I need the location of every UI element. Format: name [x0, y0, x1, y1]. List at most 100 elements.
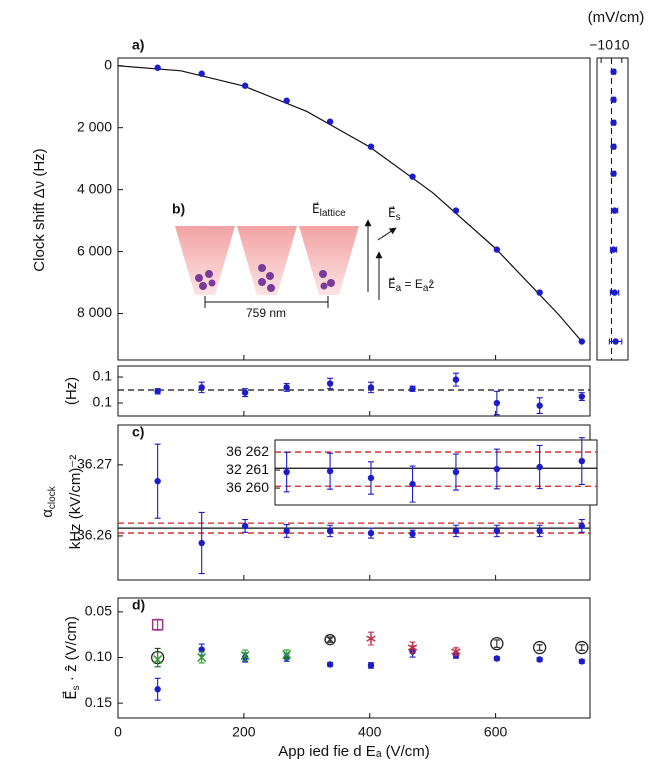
- subscript: s: [71, 685, 82, 690]
- point: [452, 527, 460, 535]
- subscript: a: [396, 283, 402, 294]
- x-tick-label: 400: [358, 724, 382, 740]
- point: [452, 376, 460, 383]
- panel-frame: [117, 57, 591, 361]
- panel-frame: [117, 365, 591, 417]
- point: [452, 207, 460, 214]
- point: [610, 96, 617, 103]
- point: [283, 527, 290, 535]
- point: [198, 646, 205, 653]
- y-axis-label: αclock: [39, 485, 58, 517]
- x-tick-label: −10: [589, 37, 613, 53]
- y-tick-label: 4 000: [77, 180, 112, 196]
- point: [610, 246, 617, 253]
- point: [493, 527, 501, 535]
- x-tick-label: 0: [114, 724, 122, 740]
- y-tick-label: 0.1: [93, 368, 113, 384]
- point: [154, 477, 161, 485]
- point: [536, 463, 543, 471]
- text: = E: [401, 277, 423, 291]
- point: [154, 686, 161, 693]
- point: [536, 289, 543, 296]
- point: [409, 385, 416, 392]
- point: [151, 618, 164, 631]
- point: [409, 480, 416, 488]
- point: [409, 530, 416, 537]
- error-bar: [493, 639, 500, 648]
- y-tick-label: 0.10: [85, 648, 112, 664]
- point: [283, 97, 290, 104]
- point: [575, 640, 589, 655]
- point: [326, 527, 334, 535]
- y-tick-label: 36 260: [226, 479, 269, 495]
- point: [326, 118, 334, 125]
- fit-curve: [117, 65, 585, 345]
- y-tick-label: 2 000: [77, 118, 112, 134]
- field-label: E⃗s: [388, 206, 401, 223]
- point: [493, 399, 501, 407]
- arrow: [377, 227, 397, 241]
- point: [452, 468, 460, 476]
- symbol: E⃗: [388, 206, 396, 220]
- y-axis-label: kHz (kV/cm)⁻²: [67, 455, 84, 550]
- symbol: E⃗: [61, 690, 80, 699]
- x-tick-label: 600: [484, 724, 508, 740]
- point: [493, 655, 501, 662]
- point: [153, 654, 163, 665]
- text: ẑ: [428, 277, 434, 291]
- symbol: α: [39, 509, 56, 518]
- point: [578, 393, 586, 400]
- y-tick-label: 0: [104, 56, 112, 72]
- y-axis-label: E⃗s · ẑ (V/cm): [61, 616, 81, 700]
- panel-label: b): [172, 201, 185, 217]
- point: [367, 474, 375, 482]
- point: [326, 661, 334, 668]
- point: [610, 119, 617, 126]
- point: [611, 289, 618, 296]
- point: [198, 539, 205, 547]
- field-label: E⃗a = Eaẑ: [388, 277, 434, 294]
- x-tick-label: 10: [614, 37, 630, 53]
- point: [366, 633, 376, 644]
- point: [367, 384, 375, 391]
- point: [578, 457, 586, 465]
- scale-bar: [204, 296, 329, 308]
- point: [493, 246, 501, 253]
- point: [536, 527, 543, 535]
- point: [367, 529, 375, 537]
- text: · ẑ (V/cm): [63, 616, 80, 685]
- y-tick-label: 36.26: [77, 527, 112, 543]
- point: [326, 467, 334, 475]
- point: [283, 468, 290, 476]
- panel-label: a): [132, 37, 144, 53]
- point: [407, 642, 418, 653]
- x-axis-label: (mV/cm): [588, 9, 645, 26]
- point: [578, 658, 586, 665]
- subscript: lattice: [320, 208, 347, 219]
- point: [409, 173, 416, 180]
- point: [326, 380, 334, 387]
- point: [198, 70, 205, 77]
- error-bar: [154, 618, 161, 631]
- y-axis-label: (Hz): [63, 377, 80, 405]
- lattice-site: [237, 226, 297, 295]
- y-tick-label: 8 000: [77, 304, 112, 320]
- point: [241, 522, 249, 530]
- point: [612, 338, 619, 345]
- point: [490, 636, 504, 651]
- atoms: [195, 264, 335, 292]
- point: [154, 64, 161, 71]
- x-tick-label: 200: [232, 724, 256, 740]
- point: [198, 384, 205, 391]
- point: [282, 649, 292, 660]
- y-tick-label: 6 000: [77, 242, 112, 258]
- point: [493, 465, 501, 473]
- subscript: clock: [47, 485, 58, 509]
- symbol: E⃗: [388, 277, 396, 291]
- point: [611, 207, 618, 214]
- subscript: a: [423, 283, 429, 294]
- point: [536, 656, 543, 663]
- scale-label: 759 nm: [246, 306, 286, 320]
